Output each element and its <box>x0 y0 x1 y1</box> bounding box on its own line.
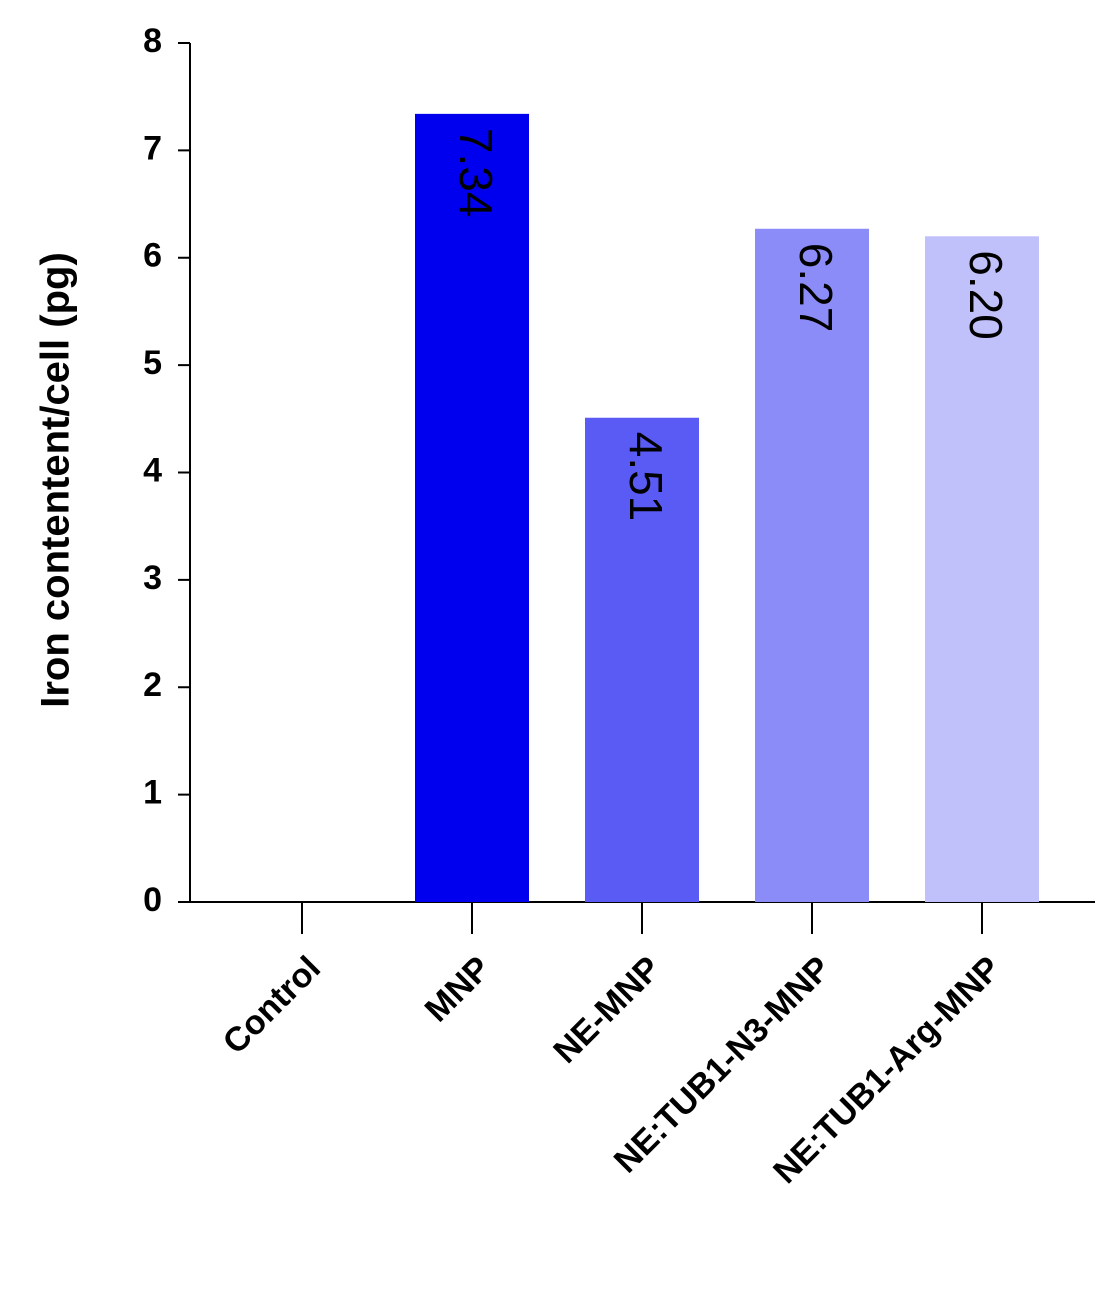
x-tick-label: Control <box>216 949 328 1061</box>
y-tick-label: 1 <box>143 774 162 812</box>
bar <box>415 113 529 903</box>
y-tick-label: 5 <box>143 344 162 382</box>
bar <box>585 417 699 902</box>
y-tick-label: 6 <box>143 237 162 275</box>
x-tick-label: MNP <box>418 949 498 1029</box>
value-label: 6.20 <box>960 250 1012 340</box>
bar <box>755 228 869 903</box>
y-tick-label: 7 <box>143 129 162 167</box>
y-tick-label: 4 <box>143 451 162 489</box>
x-tick-label: NE-MNP <box>546 949 668 1071</box>
y-tick-label: 3 <box>143 559 162 597</box>
y-axis-title: Iron contentent/cell (pg) <box>34 252 78 708</box>
value-label: 7.34 <box>450 128 502 218</box>
bar <box>925 236 1039 902</box>
y-tick-label: 2 <box>143 666 162 704</box>
y-tick-label: 8 <box>143 22 162 60</box>
value-label: 4.51 <box>620 432 672 522</box>
value-label: 6.27 <box>790 243 842 333</box>
y-tick-label: 0 <box>143 881 162 919</box>
